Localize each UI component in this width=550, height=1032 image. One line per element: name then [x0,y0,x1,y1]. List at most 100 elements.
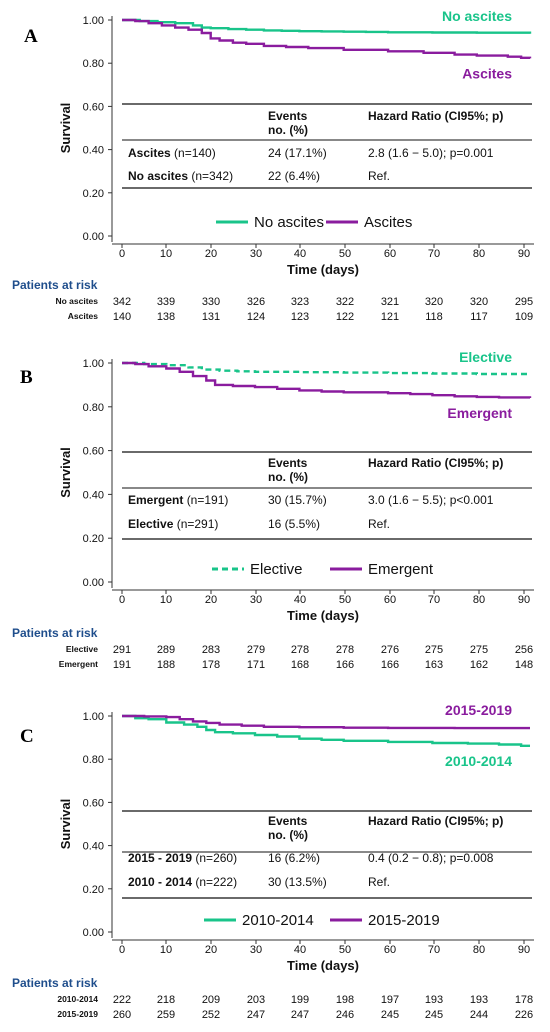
risk-value: 109 [515,311,533,323]
table-group-n: (n=222) [195,875,237,889]
risk-value: 118 [425,311,443,323]
table-group-n: (n=291) [177,517,219,531]
risk-value: 226 [515,1009,533,1021]
y-tick-label: 0.00 [83,231,104,243]
table-header-events-unit: no. (%) [268,123,308,137]
table-hr-cell: Ref. [368,169,390,183]
risk-value: 166 [381,659,399,671]
table-header-events-unit: no. (%) [268,828,308,842]
risk-value: 291 [113,644,131,656]
risk-row-label: 2015-2019 [57,1009,98,1019]
risk-value: 244 [470,1009,488,1021]
risk-value: 162 [470,659,488,671]
legend-label: Ascites [364,214,412,231]
table-events-cell: 22 (6.4%) [268,169,320,183]
y-tick-label: 0.80 [83,402,104,414]
risk-value: 166 [336,659,354,671]
risk-value: 138 [157,311,175,323]
y-tick-label: 0.40 [83,489,104,501]
table-hr-cell: 0.4 (0.2 − 0.8); p=0.008 [368,851,494,865]
risk-value: 276 [381,644,399,656]
table-header-events: Events [268,109,308,123]
x-tick-label: 20 [205,944,217,956]
table-group-name: 2015 - 2019 [128,851,195,865]
table-group-name: Emergent [128,493,187,507]
risk-value: 245 [425,1009,443,1021]
table-hr-cell: Ref. [368,875,390,889]
panel-letter: A [24,26,38,47]
risk-row-label: No ascites [55,296,98,306]
risk-value: 209 [202,994,220,1006]
panel-letter: C [20,726,34,747]
legend-label: 2015-2019 [368,912,440,929]
table-group-name: Ascites [128,146,174,160]
risk-value: 289 [157,644,175,656]
series-line-ascites [122,18,532,59]
table-group-n: (n=342) [191,169,233,183]
table-group-n: (n=140) [174,146,216,160]
table-header-hazard-ratio: Hazard Ratio (CI95%; p) [368,109,503,123]
table-background [122,452,532,539]
table-group-name: No ascites [128,169,191,183]
x-tick-label: 50 [339,944,351,956]
table-group-name: Elective [128,517,177,531]
risk-value: 122 [336,311,354,323]
table-group-n: (n=260) [195,851,237,865]
x-tick-label: 30 [250,944,262,956]
risk-value: 131 [202,311,220,323]
x-tick-label: 0 [119,248,125,260]
risk-row-label: Emergent [59,659,98,669]
y-tick-label: 1.00 [83,358,104,370]
x-tick-label: 40 [294,248,306,260]
x-tick-label: 10 [160,594,172,606]
y-tick-label: 0.00 [83,577,104,589]
patients-at-risk-title: Patients at risk [12,976,98,990]
risk-value: 278 [291,644,309,656]
y-axis-title: Survival [58,447,73,498]
risk-value: 199 [291,994,309,1006]
series-end-label: Ascites [462,65,512,81]
series-end-label: No ascites [442,8,512,24]
table-header-hazard-ratio: Hazard Ratio (CI95%; p) [368,456,503,470]
x-tick-label: 60 [384,248,396,260]
panel-letter: B [20,367,33,388]
x-axis-title: Time (days) [287,262,359,277]
risk-value: 259 [157,1009,175,1021]
y-tick-label: 0.60 [83,446,104,458]
panel-B: B 0.00 0.20 0.40 0.60 0.80 1.00 Survival 0 10 20 30… [12,349,534,671]
legend-label: 2010-2014 [242,912,314,929]
risk-value: 193 [470,994,488,1006]
y-tick-label: 0.80 [83,58,104,70]
table-events-cell: 24 (17.1%) [268,146,327,160]
x-tick-label: 90 [518,248,530,260]
risk-value: 321 [381,296,399,308]
risk-value: 275 [425,644,443,656]
y-tick-label: 1.00 [83,711,104,723]
risk-value: 140 [113,311,131,323]
risk-value: 117 [470,311,488,323]
series-line-emergent [122,361,532,399]
risk-value: 330 [202,296,220,308]
x-axis-title: Time (days) [287,608,359,623]
x-tick-label: 90 [518,944,530,956]
x-tick-label: 40 [294,944,306,956]
legend-label: Elective [250,561,303,578]
y-axis-title: Survival [58,103,73,154]
x-tick-label: 70 [428,944,440,956]
series-end-label: Emergent [447,405,512,421]
series-line-no-ascites [122,18,532,34]
table-hr-cell: 3.0 (1.6 − 5.5); p<0.001 [368,493,494,507]
table-row-group: Elective (n=291) [128,517,218,531]
x-tick-label: 70 [428,594,440,606]
x-tick-label: 50 [339,594,351,606]
risk-value: 178 [202,659,220,671]
x-tick-label: 80 [473,944,485,956]
y-tick-label: 1.00 [83,15,104,27]
risk-row-label: 2010-2014 [57,994,98,1004]
x-tick-label: 0 [119,944,125,956]
risk-value: 342 [113,296,131,308]
risk-value: 178 [515,994,533,1006]
risk-value: 283 [202,644,220,656]
